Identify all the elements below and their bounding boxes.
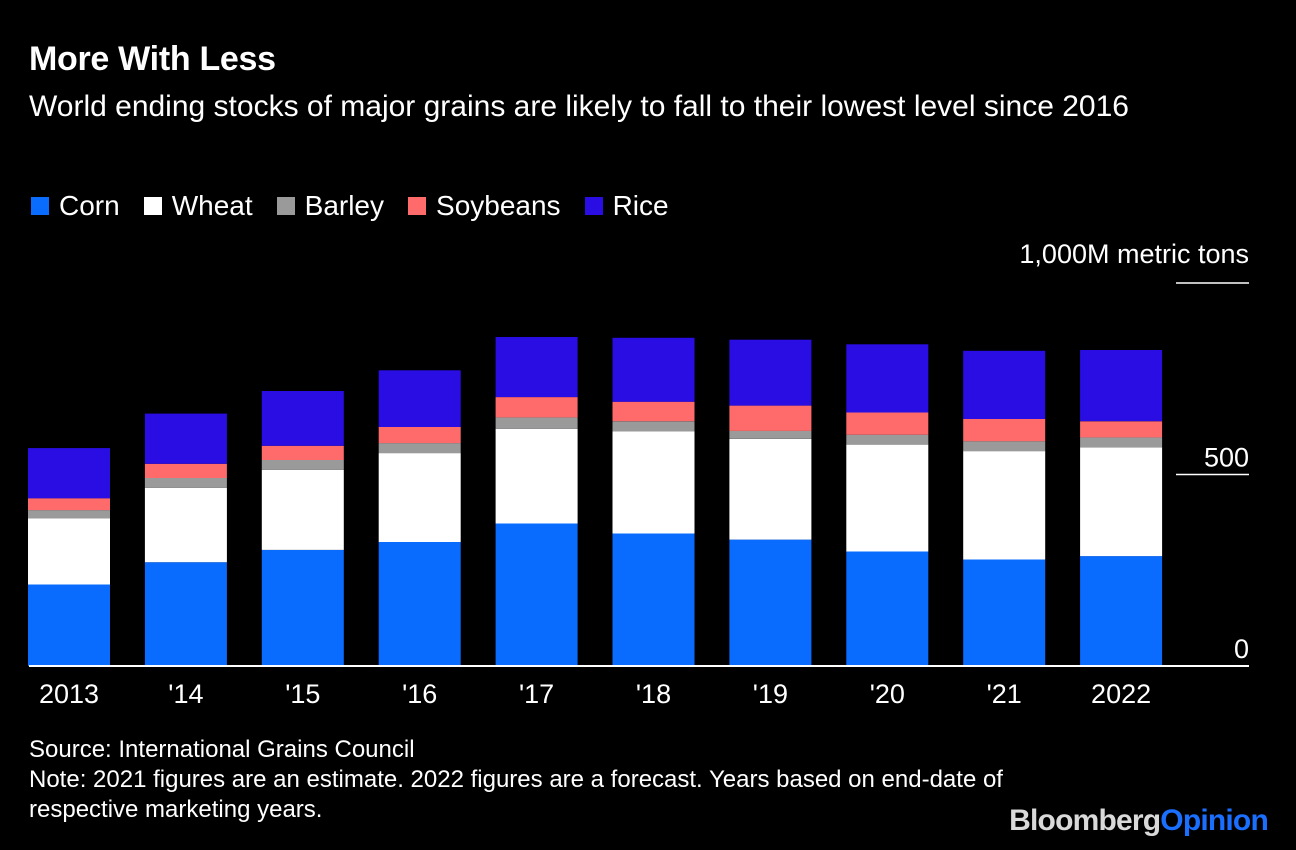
bar-segment-corn-0 xyxy=(28,584,110,666)
chart-subtitle: World ending stocks of major grains are … xyxy=(29,90,1129,123)
bars-group xyxy=(28,337,1163,666)
y-tick-label: 500 xyxy=(1204,443,1249,473)
x-tick-label: '18 xyxy=(636,679,671,709)
bar-segment-barley-3 xyxy=(378,443,461,454)
bar-segment-soybeans-7 xyxy=(846,412,929,435)
bar-segment-soybeans-1 xyxy=(144,463,227,478)
bar-segment-barley-8 xyxy=(963,441,1046,452)
bar-segment-corn-6 xyxy=(729,539,812,666)
legend-item-barley: Barley xyxy=(276,190,385,222)
bar-segment-rice-4 xyxy=(495,337,578,398)
legend-label-rice: Rice xyxy=(612,190,669,221)
footer: Source: International Grains Council Not… xyxy=(29,735,1009,825)
x-tick-label: '20 xyxy=(870,679,905,709)
bar-segment-soybeans-6 xyxy=(729,405,812,431)
bar-segment-rice-2 xyxy=(261,391,344,446)
x-tick-label: '19 xyxy=(753,679,788,709)
bar-segment-barley-2 xyxy=(261,459,344,470)
bar-segment-corn-5 xyxy=(612,533,695,666)
bar-segment-rice-5 xyxy=(612,337,695,402)
bar-segment-rice-3 xyxy=(378,370,461,427)
x-tick-label: '21 xyxy=(987,679,1022,709)
bar-segment-corn-3 xyxy=(378,541,461,666)
bar-segment-soybeans-8 xyxy=(963,419,1046,442)
bar-segment-barley-6 xyxy=(729,430,812,439)
x-tick-label: '16 xyxy=(402,679,437,709)
legend-swatch-barley xyxy=(276,197,295,215)
legend-item-soybeans: Soybeans xyxy=(408,190,561,222)
brand-logo-part1: Bloomberg xyxy=(1009,804,1161,837)
x-tick-label: '15 xyxy=(285,679,320,709)
legend-label-wheat: Wheat xyxy=(171,190,253,221)
bar-segment-wheat-3 xyxy=(378,453,461,542)
brand-logo: BloombergOpinion xyxy=(1009,804,1269,838)
legend-item-rice: Rice xyxy=(584,190,669,222)
bar-segment-corn-4 xyxy=(495,523,578,666)
note-text: Note: 2021 figures are an estimate. 2022… xyxy=(29,766,1003,823)
source-text: Source: International Grains Council xyxy=(29,736,415,763)
legend-item-wheat: Wheat xyxy=(143,190,253,222)
x-tick-label: 2013 xyxy=(39,679,99,709)
bar-segment-corn-1 xyxy=(144,562,227,666)
bar-segment-barley-7 xyxy=(846,434,929,445)
x-axis: 2013 '14 '15 '16 '17 '18 '19 '20 '21 2022 xyxy=(39,679,1151,709)
bar-segment-rice-7 xyxy=(846,344,929,413)
bar-segment-rice-9 xyxy=(1080,350,1163,422)
chart-title: More With Less xyxy=(29,40,276,78)
bar-segment-soybeans-0 xyxy=(28,498,110,511)
bar-segment-barley-9 xyxy=(1080,437,1163,448)
x-tick-label: '17 xyxy=(519,679,554,709)
bar-segment-corn-2 xyxy=(261,550,344,666)
bar-segment-wheat-6 xyxy=(729,438,812,540)
bar-segment-wheat-1 xyxy=(144,487,227,563)
bar-segment-soybeans-9 xyxy=(1080,421,1163,438)
legend-swatch-soybeans xyxy=(408,197,427,215)
bar-segment-wheat-2 xyxy=(261,469,344,550)
legend-swatch-rice xyxy=(584,197,603,215)
y-axis-unit-label: 1,000M metric tons xyxy=(1019,239,1249,269)
bar-segment-soybeans-5 xyxy=(612,401,695,422)
bar-segment-rice-1 xyxy=(144,413,227,464)
bar-segment-barley-5 xyxy=(612,421,695,432)
x-tick-label: '14 xyxy=(168,679,203,709)
stacked-bar-chart: 1,000M metric tons 0 500 2013 '14 '15 '16 '17… xyxy=(28,239,1249,709)
bar-segment-barley-0 xyxy=(28,510,110,519)
legend: Corn Wheat Barley Soybeans Rice xyxy=(31,190,693,222)
bar-segment-rice-6 xyxy=(729,339,812,406)
bar-segment-barley-1 xyxy=(144,477,227,488)
x-tick-label: 2022 xyxy=(1091,679,1151,709)
bar-segment-barley-4 xyxy=(495,417,578,429)
bar-segment-soybeans-2 xyxy=(261,445,344,460)
bar-segment-soybeans-3 xyxy=(378,427,461,444)
brand-logo-part2: Opinion xyxy=(1160,804,1269,837)
bar-segment-corn-8 xyxy=(963,559,1046,666)
bar-segment-wheat-5 xyxy=(612,431,695,534)
y-axis: 0 500 xyxy=(1176,282,1249,664)
bar-segment-corn-7 xyxy=(846,551,929,666)
legend-item-corn: Corn xyxy=(31,190,120,222)
bar-segment-wheat-0 xyxy=(28,518,110,585)
legend-label-barley: Barley xyxy=(304,190,385,221)
bar-segment-wheat-8 xyxy=(963,451,1046,560)
legend-label-soybeans: Soybeans xyxy=(436,190,561,221)
bar-segment-corn-9 xyxy=(1080,556,1163,666)
legend-swatch-corn xyxy=(31,197,49,215)
bar-segment-wheat-9 xyxy=(1080,447,1163,557)
bar-segment-rice-8 xyxy=(963,350,1046,419)
y-tick-label: 0 xyxy=(1234,634,1249,664)
bar-segment-wheat-4 xyxy=(495,428,578,524)
bar-segment-soybeans-4 xyxy=(495,397,578,418)
bar-segment-rice-0 xyxy=(28,448,110,499)
bar-segment-wheat-7 xyxy=(846,444,929,552)
legend-swatch-wheat xyxy=(143,197,162,215)
legend-label-corn: Corn xyxy=(59,190,120,221)
